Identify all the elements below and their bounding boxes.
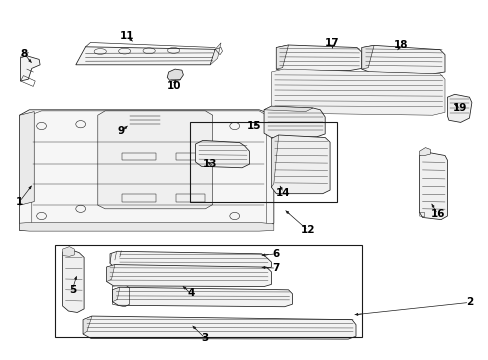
Text: 14: 14 xyxy=(276,188,290,198)
Polygon shape xyxy=(20,56,40,81)
Polygon shape xyxy=(76,47,215,65)
Text: 10: 10 xyxy=(166,81,181,91)
Polygon shape xyxy=(271,135,329,194)
Polygon shape xyxy=(20,52,28,58)
Polygon shape xyxy=(447,94,471,122)
Polygon shape xyxy=(271,69,444,115)
Polygon shape xyxy=(167,69,183,81)
Text: 13: 13 xyxy=(203,159,217,169)
Polygon shape xyxy=(210,43,221,65)
Text: 9: 9 xyxy=(118,126,124,136)
Text: 11: 11 xyxy=(120,31,134,41)
Polygon shape xyxy=(20,112,34,205)
Polygon shape xyxy=(62,247,74,256)
Polygon shape xyxy=(276,45,288,69)
Text: 6: 6 xyxy=(272,249,279,259)
Text: 4: 4 xyxy=(186,288,194,298)
Polygon shape xyxy=(419,152,447,220)
Polygon shape xyxy=(83,316,92,334)
Text: 16: 16 xyxy=(429,209,444,219)
Polygon shape xyxy=(98,111,212,209)
Polygon shape xyxy=(20,110,273,230)
Text: 8: 8 xyxy=(21,49,28,59)
Polygon shape xyxy=(419,148,429,156)
Polygon shape xyxy=(264,106,312,112)
Polygon shape xyxy=(106,265,115,282)
Polygon shape xyxy=(62,249,84,312)
Text: 2: 2 xyxy=(465,297,472,307)
Polygon shape xyxy=(112,287,292,307)
Polygon shape xyxy=(276,45,361,71)
Text: 19: 19 xyxy=(451,103,466,113)
Text: 3: 3 xyxy=(202,333,208,343)
Polygon shape xyxy=(361,45,373,69)
Text: 7: 7 xyxy=(272,263,280,273)
Polygon shape xyxy=(195,140,249,168)
Polygon shape xyxy=(83,316,355,339)
Text: 15: 15 xyxy=(246,121,261,131)
Polygon shape xyxy=(264,106,325,138)
Text: 12: 12 xyxy=(300,225,315,235)
Polygon shape xyxy=(112,287,120,302)
Text: 1: 1 xyxy=(16,197,23,207)
Text: 18: 18 xyxy=(393,40,407,50)
Polygon shape xyxy=(361,45,444,74)
Polygon shape xyxy=(20,222,273,231)
Text: 17: 17 xyxy=(325,38,339,48)
Polygon shape xyxy=(110,251,271,269)
Polygon shape xyxy=(127,113,163,129)
Text: 5: 5 xyxy=(69,285,76,295)
Polygon shape xyxy=(271,135,278,187)
Polygon shape xyxy=(106,265,271,287)
